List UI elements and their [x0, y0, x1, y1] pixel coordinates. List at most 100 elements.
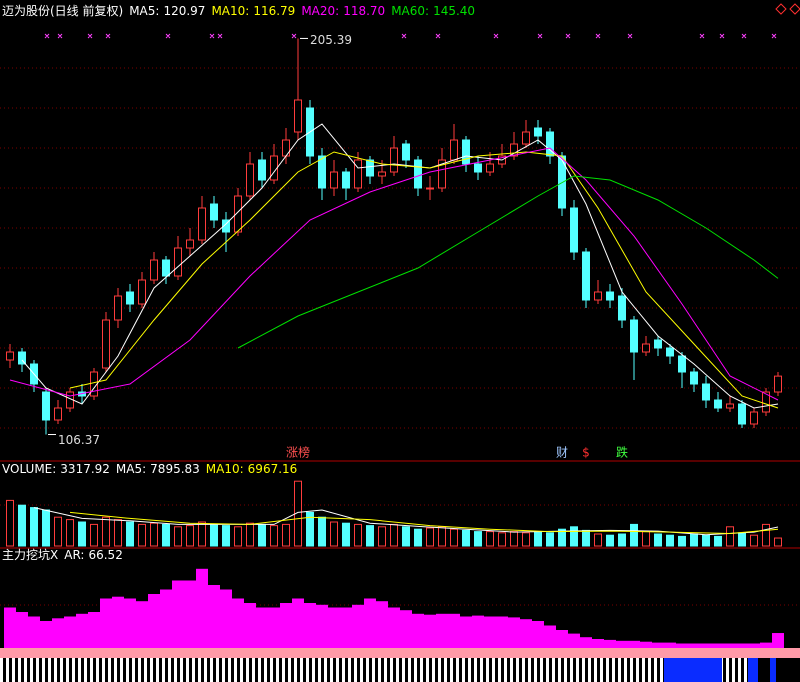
candle-body: [606, 291, 614, 301]
volume-bar: [642, 531, 650, 547]
volume-bar: [498, 532, 506, 547]
indicator-bar: [496, 616, 508, 648]
candle-body: [666, 347, 674, 357]
volume-bar: [126, 521, 134, 547]
volume-bar: [414, 528, 422, 547]
volume-bar: [702, 534, 710, 547]
volume-bar: [342, 522, 350, 547]
volume-bar: [138, 523, 146, 547]
candle-body: [186, 239, 194, 249]
volume-bar: [174, 526, 182, 547]
indicator-bar: [292, 598, 304, 648]
volume-bar: [486, 531, 494, 547]
candle-body: [150, 259, 158, 281]
volume-bar: [54, 516, 62, 547]
volume-bar: [618, 533, 626, 547]
candle-body: [414, 159, 422, 189]
indicator-bar: [316, 604, 328, 648]
volume-bar: [678, 535, 686, 547]
indicator-bar: [412, 613, 424, 648]
indicator-bar: [376, 601, 388, 648]
indicator-bar: [508, 617, 520, 648]
candle-body: [474, 163, 482, 173]
indicator-bar: [172, 580, 184, 648]
legend-value: 3317.92: [60, 462, 110, 476]
indicator-band: [0, 648, 800, 658]
volume-bar: [222, 525, 230, 547]
indicator-bar: [400, 610, 412, 648]
indicator-bar: [568, 633, 580, 648]
candle-body: [258, 159, 266, 181]
volume-bar: [66, 519, 74, 547]
annotation: 106.37: [58, 433, 100, 447]
candle-body: [546, 131, 554, 157]
legend-name: MA10:: [211, 4, 249, 18]
volume-bar: [570, 526, 578, 547]
volume-bar: [726, 526, 734, 547]
candle-body: [114, 295, 122, 321]
volume-bar: [606, 534, 614, 547]
legend-title: 主力挖坑X: [2, 547, 58, 562]
volume-bar: [690, 533, 698, 547]
legend-value: 118.70: [343, 4, 385, 18]
candle-body: [738, 403, 746, 425]
indicator-bar: [388, 607, 400, 648]
candle-body: [762, 391, 770, 413]
candle-body: [594, 291, 602, 301]
indicator-bar: [220, 589, 232, 648]
volume-bar: [234, 526, 242, 547]
volume-bar: [654, 533, 662, 547]
indicator-bar: [160, 589, 172, 648]
volume-bar: [6, 499, 14, 547]
indicator-bar: [112, 596, 124, 648]
legend: 迈为股份(日线 前复权) MA5: 120.97 MA10: 116.79 MA20: 11…: [2, 3, 475, 18]
candle-body: [354, 159, 362, 189]
candle-body: [630, 319, 638, 353]
volume-bar: [534, 531, 542, 547]
indicator-bar: [40, 621, 52, 648]
candle-body: [54, 407, 62, 421]
candle-body: [246, 163, 254, 197]
candle-body: [702, 383, 710, 401]
volume-bar: [558, 528, 566, 547]
indicator-bar: [340, 607, 352, 648]
legend-value: 7895.83: [150, 462, 200, 476]
candle-body: [162, 259, 170, 277]
toolbar-icon[interactable]: [775, 3, 800, 15]
indicator-bar: [364, 598, 376, 648]
legend-name: MA60:: [391, 4, 429, 18]
candle-body: [390, 147, 398, 173]
indicator-bar: [244, 603, 256, 648]
volume-bar: [774, 537, 782, 547]
volume-bar: [402, 526, 410, 547]
volume-bar: [582, 529, 590, 547]
indicator-bar: [484, 616, 496, 648]
candle-body: [678, 355, 686, 373]
candle-body: [330, 171, 338, 189]
legend-name: MA5:: [116, 462, 146, 476]
event-label: 跌: [616, 445, 628, 460]
volume-bar: [354, 523, 362, 547]
volume-bar: [510, 531, 518, 547]
indicator-bar: [556, 630, 568, 648]
indicator-bar: [760, 642, 772, 648]
indicator-bar: [268, 607, 280, 648]
candle-body: [138, 279, 146, 305]
volume-bar: [246, 522, 254, 547]
volume-bar: [390, 523, 398, 547]
candle-body: [198, 207, 206, 241]
indicator-bar: [532, 621, 544, 648]
volume-bar: [30, 507, 38, 547]
indicator-bar: [652, 642, 664, 648]
volume-bar: [426, 527, 434, 547]
legend-value: 116.79: [253, 4, 295, 18]
indicator-bar: [256, 607, 268, 648]
indicator-bar: [208, 585, 220, 648]
volume-bar: [762, 523, 770, 547]
legend-title: VOLUME:: [2, 462, 56, 476]
indicator-bar: [424, 614, 436, 648]
indicator-bar: [472, 615, 484, 648]
indicator-bar: [520, 619, 532, 648]
